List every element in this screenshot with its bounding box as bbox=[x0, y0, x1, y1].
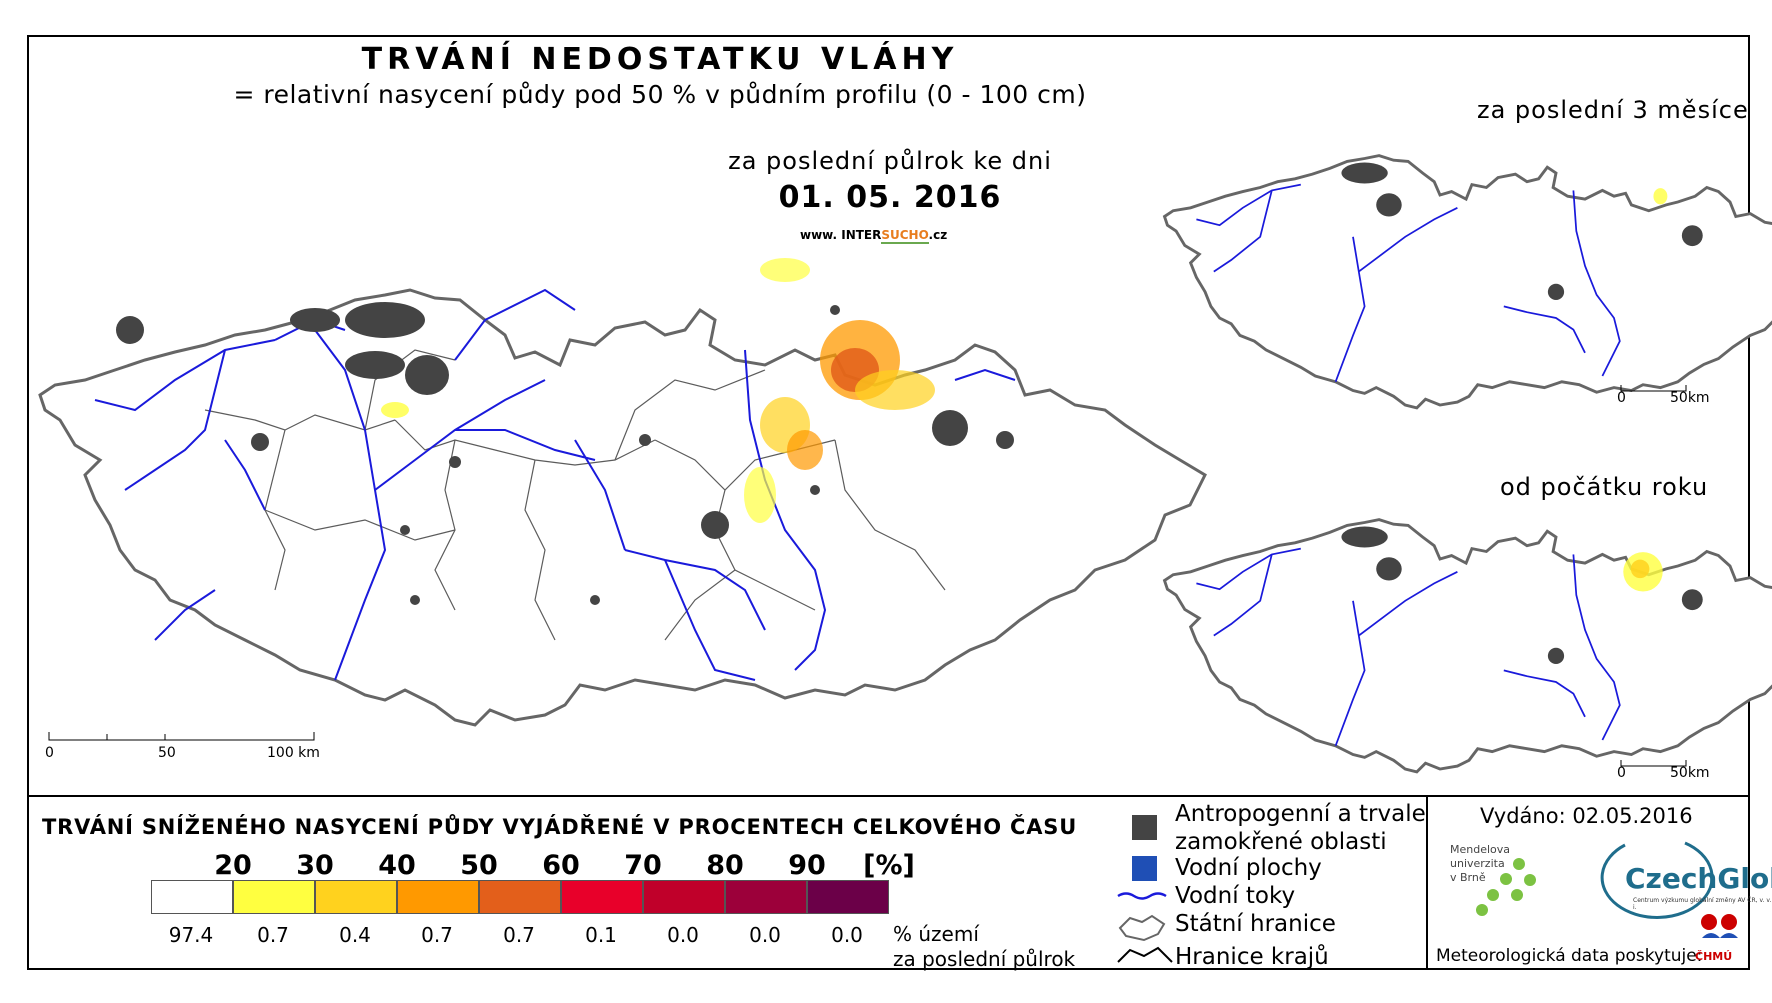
mendel-line1: Mendelova bbox=[1450, 843, 1511, 856]
map-subtitle: = relativní nasycení půdy pod 50 % v půd… bbox=[233, 80, 1087, 109]
chmu-logo bbox=[1701, 914, 1738, 938]
inset-label-3-months: za poslední 3 měsíce bbox=[1477, 96, 1749, 124]
inset2-scale-tick-0: 0 bbox=[1617, 765, 1626, 781]
main-scale-tick-100: 100 km bbox=[267, 745, 320, 761]
key-anthropogenic-line1: Antropogenní a trvale bbox=[1175, 801, 1426, 827]
key-region-border: Hranice krajů bbox=[1175, 944, 1329, 970]
key-state-border: Státní hranice bbox=[1175, 911, 1336, 937]
key-water-bodies: Vodní plochy bbox=[1175, 855, 1322, 881]
legend-threshold: 40 bbox=[378, 850, 416, 881]
mendel-logo bbox=[1476, 858, 1536, 916]
main-map bbox=[38, 258, 1207, 727]
inset-scale-bars bbox=[1620, 385, 1687, 767]
mendel-line3: v Brně bbox=[1450, 871, 1486, 884]
inset-label-year-start: od počátku roku bbox=[1500, 473, 1709, 501]
legend-swatch bbox=[151, 880, 233, 914]
main-scale-tick-50: 50 bbox=[158, 745, 176, 761]
legend-swatch bbox=[315, 880, 397, 914]
drought-hotspots bbox=[381, 258, 935, 523]
main-scale-tick-0: 0 bbox=[45, 745, 54, 761]
legend-threshold: 50 bbox=[460, 850, 498, 881]
mendel-line2: univerzita bbox=[1450, 857, 1505, 870]
chmu-name: ČHMÚ bbox=[1695, 950, 1733, 963]
key-anthropogenic: Antropogenní a trvale zamokřené oblasti bbox=[1175, 800, 1426, 856]
legend-swatch bbox=[643, 880, 725, 914]
inset1-scale-tick-0: 0 bbox=[1617, 390, 1626, 406]
legend-threshold: [%] bbox=[863, 850, 915, 881]
legend-threshold: 70 bbox=[624, 850, 662, 881]
website-highlight: SUCHO bbox=[881, 228, 929, 244]
inset-map-3-months bbox=[1163, 154, 1772, 410]
main-scale-bar bbox=[48, 732, 315, 741]
legend-swatch bbox=[561, 880, 643, 914]
map-title: TRVÁNÍ NEDOSTATKU VLÁHY bbox=[361, 42, 959, 77]
legend-swatch bbox=[725, 880, 807, 914]
key-anthropogenic-line2: zamokřené oblasti bbox=[1175, 829, 1387, 855]
period-label: za poslední půlrok ke dni bbox=[728, 147, 1052, 175]
credits-divider bbox=[1426, 795, 1428, 970]
inset-map-year-start bbox=[1163, 518, 1772, 774]
legend-threshold: 90 bbox=[788, 850, 826, 881]
legend-swatch bbox=[807, 880, 889, 914]
key-rivers: Vodní toky bbox=[1175, 883, 1296, 909]
inset1-scale-tick-50: 50km bbox=[1670, 390, 1710, 406]
legend-share: 0.7 bbox=[421, 923, 453, 947]
legend-share: 97.4 bbox=[168, 923, 214, 947]
website-link[interactable]: www. INTERSUCHO.cz bbox=[800, 228, 948, 244]
czechglobe-subtitle: Centrum výzkumu globální změny AV ČR, v.… bbox=[1633, 897, 1772, 911]
inset2-scale-tick-50: 50km bbox=[1670, 765, 1710, 781]
share-unit-line1: % území bbox=[893, 922, 979, 946]
legend-swatch bbox=[233, 880, 315, 914]
legend-threshold: 20 bbox=[214, 850, 252, 881]
legend-threshold: 60 bbox=[542, 850, 580, 881]
legend-divider bbox=[27, 795, 1750, 797]
czechglobe-name: CzechGlobe bbox=[1625, 862, 1772, 895]
legend-share: 0.1 bbox=[585, 923, 617, 947]
legend-share: 0.4 bbox=[339, 923, 371, 947]
legend-threshold: 30 bbox=[296, 850, 334, 881]
website-suffix: .cz bbox=[928, 228, 948, 242]
czechglobe-logo-arc bbox=[1600, 841, 1714, 919]
mendel-text: Mendelova univerzita v Brně bbox=[1450, 843, 1510, 885]
meteo-credit: Meteorologická data poskytuje: bbox=[1436, 946, 1703, 966]
legend-share: 0.7 bbox=[257, 923, 289, 947]
legend-share: 0.7 bbox=[503, 923, 535, 947]
legend-share: 0.0 bbox=[831, 923, 863, 947]
legend-share: 0.0 bbox=[667, 923, 699, 947]
share-unit-line2: za poslední půlrok bbox=[893, 947, 1076, 971]
share-unit: % území za poslední půlrok bbox=[893, 922, 1075, 972]
legend-title: TRVÁNÍ SNÍŽENÉHO NASYCENÍ PŮDY VYJÁDŘENÉ… bbox=[42, 815, 1078, 839]
map-key-symbols bbox=[1117, 815, 1173, 963]
legend-swatch bbox=[479, 880, 561, 914]
issued-date: Vydáno: 02.05.2016 bbox=[1480, 804, 1693, 828]
legend-swatch bbox=[397, 880, 479, 914]
website-prefix: www. INTER bbox=[800, 228, 882, 242]
map-date: 01. 05. 2016 bbox=[778, 180, 1002, 215]
legend-threshold: 80 bbox=[706, 850, 744, 881]
legend-share: 0.0 bbox=[749, 923, 781, 947]
